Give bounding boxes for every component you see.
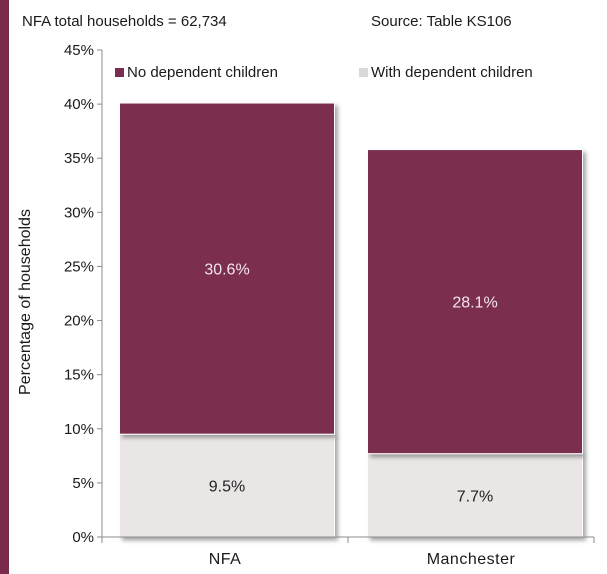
bar-segment — [367, 149, 583, 455]
bar-segment — [119, 433, 335, 538]
x-tick-label: Manchester — [427, 551, 516, 568]
legend-swatch-with-dependent — [359, 68, 368, 77]
source-annotation: Source: Table KS106 — [371, 13, 512, 30]
y-tick-label: 45% — [64, 42, 94, 59]
x-axis: NFA Manchester — [101, 536, 595, 568]
legend-swatch-no-dependent — [115, 68, 124, 77]
y-tick-label: 5% — [72, 475, 94, 492]
y-tick-label: 30% — [64, 204, 94, 221]
x-tick-label: NFA — [209, 551, 242, 568]
legend: No dependent children With dependent chi… — [115, 64, 533, 81]
y-axis-title: Percentage of households — [17, 209, 34, 395]
data-label: 28.1% — [452, 295, 497, 312]
data-label: 9.5% — [209, 479, 245, 496]
data-label: 7.7% — [457, 488, 493, 505]
y-tick-label: 15% — [64, 367, 94, 384]
bars-group: 9.5% 30.6% 7.7% 28.1% — [119, 102, 583, 538]
y-tick-label: 20% — [64, 313, 94, 330]
legend-label-no-dependent: No dependent children — [127, 64, 278, 81]
y-tick-label: 35% — [64, 150, 94, 167]
total-households-annotation: NFA total households = 62,734 — [22, 13, 227, 30]
y-tick-label: 0% — [72, 529, 94, 546]
y-tick-label: 10% — [64, 421, 94, 438]
bar-segment — [119, 102, 335, 435]
bar-segment — [367, 453, 583, 538]
y-tick-label: 25% — [64, 258, 94, 275]
y-tick-label: 40% — [64, 96, 94, 113]
y-axis: 0% 5% 10% 15% 20% 25% 30% 35% 40% 45% — [64, 42, 103, 546]
legend-label-with-dependent: With dependent children — [371, 64, 533, 81]
left-accent-strip — [0, 0, 9, 574]
data-label: 30.6% — [204, 262, 249, 279]
